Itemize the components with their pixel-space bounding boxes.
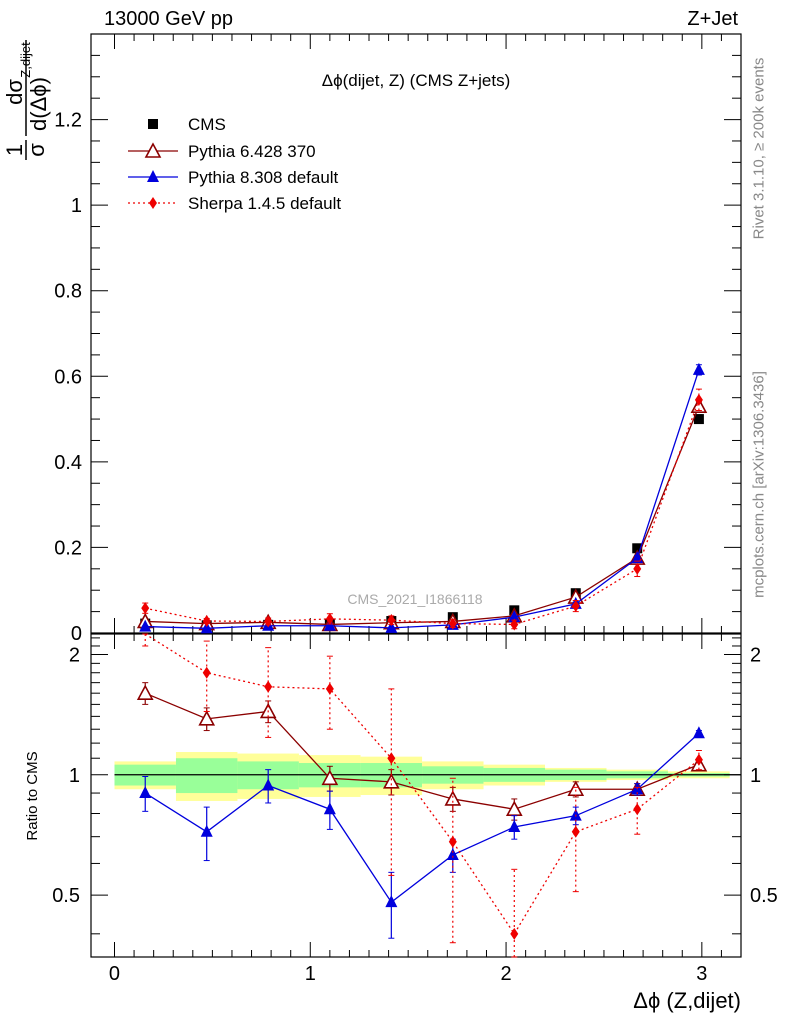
top-data-point [633, 562, 642, 575]
x-tick-label: 0 [109, 963, 120, 985]
top-data-point [510, 618, 519, 631]
top-data-point [141, 602, 150, 615]
ratio-data-point [321, 769, 339, 786]
x-tick-label: 1 [305, 963, 316, 985]
top-data-point [387, 614, 396, 627]
top-data-point [264, 615, 273, 628]
ratio-data-point [198, 710, 216, 726]
legend-label: Pythia 8.308 default [188, 168, 339, 187]
ratio-data-point [262, 778, 275, 791]
legend-label: CMS [188, 115, 226, 134]
y-tick-label-ratio-right: 0.5 [750, 885, 778, 907]
rivet-version-label: Rivet 3.1.10, ≥ 200k events [750, 57, 768, 240]
ratio-data-point [448, 835, 457, 848]
y-tick-label-ratio-right: 2 [750, 644, 761, 666]
top-data-point [200, 621, 213, 634]
ratio-data-point [633, 803, 642, 816]
top-series-line [145, 369, 700, 629]
legend-marker [148, 119, 158, 129]
legend-label: Pythia 6.428 370 [188, 142, 316, 161]
ratio-data-point [136, 684, 154, 700]
legend-marker [144, 142, 162, 158]
y-tick-label-ratio: 1 [69, 765, 80, 787]
ratio-data-point [323, 802, 336, 815]
y-tick-label-ratio-right: 1 [750, 765, 761, 787]
y-axis-label-part: σ [24, 143, 49, 157]
band-inner-bin [175, 758, 238, 794]
y-axis-label-part: 1 [2, 144, 27, 156]
y-tick-label-ratio: 0.5 [52, 885, 80, 907]
ratio-data-point [444, 790, 462, 806]
top-data-point [571, 600, 580, 613]
ratio-series-line [144, 692, 700, 810]
y-tick-label-top: 0.4 [54, 452, 82, 474]
ratio-data-point [694, 753, 703, 766]
ratio-y-axis-label: Ratio to CMS [24, 751, 41, 840]
y-tick-label-top: 0.6 [54, 366, 82, 388]
ratio-data-point [385, 895, 398, 908]
ratio-data-point [382, 773, 400, 789]
top-y-axis-label: 1σ dσ d(Δϕ)Z,dijet [2, 40, 51, 160]
plot-title: Δϕ(dijet, Z) (CMS Z+jets) [322, 71, 511, 90]
legend-marker [147, 170, 159, 182]
ratio-data-point [508, 820, 521, 833]
x-tick-label: 2 [500, 963, 511, 985]
ratio-series-line [144, 732, 700, 904]
top-series-line [145, 405, 700, 626]
legend-marker [149, 197, 157, 209]
ratio-series-line [144, 633, 700, 936]
ratio-data-point [510, 927, 519, 940]
analysis-watermark: CMS_2021_I1866118 [347, 591, 482, 607]
top-data-point [508, 610, 521, 623]
ratio-data-point [139, 786, 152, 799]
ratio-data-point [264, 680, 273, 693]
top-series-2 [142, 364, 702, 630]
top-data-point [385, 620, 398, 633]
y-tick-label-top: 1 [71, 195, 82, 217]
top-data-point [692, 362, 705, 375]
ratio-plot-frame [90, 633, 742, 958]
y-tick-label-top: 0.2 [54, 537, 82, 559]
y-axis-label-part: dσ [2, 79, 27, 105]
top-data-point [202, 615, 211, 628]
y-tick-label-top: 0.8 [54, 281, 82, 303]
ratio-data-point [692, 726, 705, 739]
ratio-data-point [387, 752, 396, 765]
header-left-label: 13000 GeV pp [104, 8, 233, 30]
y-tick-label-ratio: 2 [69, 644, 80, 666]
ratio-data-point [202, 666, 211, 679]
top-data-point [632, 543, 643, 554]
y-tick-label-top: 0 [71, 623, 82, 645]
ratio-data-point [325, 682, 334, 695]
y-tick-label-top: 1.2 [54, 110, 82, 132]
x-axis-label: Δϕ (Z,dijet) [633, 988, 741, 1013]
ratio-data-point [200, 824, 213, 837]
ratio-data-point [446, 847, 459, 860]
top-data-point [139, 619, 152, 632]
mcplots-label: mcplots.cern.ch [arXiv:1306.3436] [750, 371, 768, 598]
top-data-point [693, 414, 704, 425]
top-series-line [145, 399, 700, 626]
header-right-label: Z+Jet [687, 8, 738, 30]
top-data-point [694, 393, 703, 406]
top-data-point [325, 612, 334, 625]
top-data-point [448, 617, 457, 630]
x-tick-label: 3 [696, 963, 707, 985]
y-axis-label-part: d(Δϕ) [26, 77, 51, 131]
ratio-data-point [571, 825, 580, 838]
y-axis-label-part: Z,dijet [18, 42, 33, 78]
legend-label: Sherpa 1.4.5 default [188, 194, 341, 213]
